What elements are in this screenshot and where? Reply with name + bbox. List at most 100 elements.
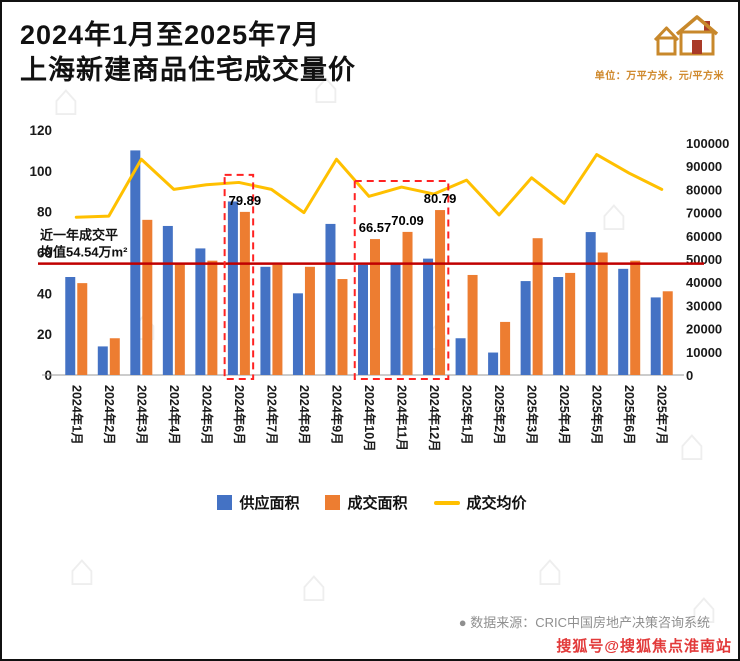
legend-swatch-avg_price bbox=[433, 500, 460, 505]
left-axis-tick: 80 bbox=[37, 205, 52, 220]
bar-value-label: 70.09 bbox=[391, 213, 424, 228]
unit-label: 单位：万平方米，元/平方米 bbox=[594, 71, 724, 82]
left-axis-tick: 40 bbox=[37, 286, 52, 301]
supply-bar bbox=[423, 258, 434, 375]
supply-bar bbox=[585, 232, 596, 375]
x-axis-label: 2025年5月 bbox=[590, 385, 605, 445]
deal-bar bbox=[239, 211, 250, 375]
right-axis-tick: 90000 bbox=[686, 159, 722, 174]
deal-bar bbox=[435, 210, 446, 375]
x-axis-label: 2025年6月 bbox=[622, 385, 637, 445]
supply-bar bbox=[488, 352, 499, 375]
deal-bar bbox=[207, 260, 218, 375]
average-annotation-line2: 均值54.54万m² bbox=[40, 245, 128, 260]
deal-bar bbox=[370, 239, 380, 375]
supply-bar bbox=[162, 225, 173, 375]
brand-logo-block: 单位：万平方米，元/平方米 bbox=[595, 12, 724, 82]
x-axis-label: 2024年8月 bbox=[297, 385, 312, 445]
right-axis-tick: 0 bbox=[686, 368, 693, 383]
legend-item-deal_area: 成交面积 bbox=[325, 492, 408, 513]
deal-bar bbox=[630, 260, 641, 375]
right-axis-tick: 70000 bbox=[686, 206, 722, 221]
right-axis-tick: 30000 bbox=[686, 298, 722, 313]
house-watermark-icon: ⌂ bbox=[690, 581, 718, 633]
highlight-box bbox=[353, 180, 450, 380]
highlight-box bbox=[223, 173, 255, 380]
deal-bar bbox=[77, 283, 88, 375]
x-axis-label: 2025年3月 bbox=[525, 385, 540, 445]
house-watermark-icon: ⌂ bbox=[300, 559, 328, 611]
bar-value-label: 79.89 bbox=[229, 193, 262, 208]
combo-chart: 0204060801001200100002000030000400005000… bbox=[29, 123, 729, 452]
x-axis-label: 2024年12月 bbox=[427, 385, 442, 452]
x-axis-label: 2025年1月 bbox=[460, 385, 475, 445]
average-annotation-line1: 近一年成交平 bbox=[40, 228, 118, 243]
deal-bar bbox=[174, 262, 185, 375]
deal-bar bbox=[467, 274, 478, 375]
legend-swatch-deal_area bbox=[325, 495, 341, 510]
deal-bar bbox=[565, 272, 576, 375]
chart-title-line1: 2024年1月至2025年7月 bbox=[20, 20, 321, 50]
legend-label-avg_price: 成交均价 bbox=[466, 495, 527, 512]
chart-legend: 供应面积 成交面积 成交均价 bbox=[2, 492, 738, 513]
bar-value-label: 66.57 bbox=[359, 220, 392, 235]
right-axis-tick: 40000 bbox=[686, 275, 722, 290]
x-axis-label: 2025年4月 bbox=[557, 385, 572, 445]
deal-bar bbox=[662, 291, 673, 375]
right-axis-tick: 100000 bbox=[686, 136, 729, 151]
x-axis-label: 2024年6月 bbox=[232, 385, 247, 445]
left-axis-tick: 100 bbox=[29, 164, 52, 179]
data-source: ● 数据来源：CRIC中国房地产决策咨询系统 bbox=[459, 612, 710, 631]
supply-bar bbox=[195, 248, 206, 375]
chart-title-line2: 上海新建商品住宅成交量价 bbox=[20, 55, 356, 86]
source-text: 数据来源：CRIC中国房地产决策咨询系统 bbox=[470, 615, 710, 630]
supply-bar bbox=[650, 297, 661, 375]
house-watermark-icon: ⌂ bbox=[678, 418, 706, 470]
x-axis-label: 2024年1月 bbox=[69, 385, 84, 445]
deal-bar bbox=[142, 219, 153, 375]
brand-house-logo bbox=[653, 15, 719, 56]
house-watermark-icon: ⌂ bbox=[600, 188, 628, 240]
deal-bar bbox=[500, 321, 511, 375]
deal-bar bbox=[402, 231, 413, 375]
supply-bar bbox=[65, 277, 76, 375]
legend-item-avg_price: 成交均价 bbox=[433, 492, 527, 513]
x-axis-label: 2024年10月 bbox=[362, 385, 377, 452]
supply-bar bbox=[455, 338, 466, 375]
supply-bar bbox=[227, 201, 238, 375]
supply-bar bbox=[260, 266, 271, 375]
left-axis-tick: 20 bbox=[37, 327, 52, 342]
x-axis-label: 2024年4月 bbox=[167, 385, 182, 445]
x-axis-label: 2024年9月 bbox=[329, 385, 344, 445]
supply-bar bbox=[520, 281, 531, 375]
house-watermark-icon: ⌂ bbox=[312, 61, 340, 113]
chart-title: 2024年1月至2025年7月 上海新建商品住宅成交量价 bbox=[20, 18, 356, 88]
legend-label-deal_area: 成交面积 bbox=[347, 495, 408, 512]
left-axis-tick: 120 bbox=[29, 123, 52, 138]
deal-bar bbox=[597, 252, 608, 375]
x-axis-label: 2024年7月 bbox=[264, 385, 279, 445]
legend-item-supply_area: 供应面积 bbox=[217, 492, 299, 513]
deal-bar bbox=[304, 266, 315, 375]
right-axis-tick: 20000 bbox=[686, 322, 722, 337]
left-axis-tick: 60 bbox=[37, 246, 52, 261]
x-axis-label: 2025年2月 bbox=[492, 385, 507, 445]
house-watermark-icon: ⌂ bbox=[68, 543, 96, 595]
x-axis-label: 2025年7月 bbox=[655, 385, 670, 445]
supply-bar bbox=[325, 223, 336, 375]
price-line bbox=[74, 153, 664, 219]
house-watermark-icon: ⌂ bbox=[52, 73, 80, 125]
x-axis-label: 2024年2月 bbox=[102, 385, 117, 445]
x-axis-label: 2024年11月 bbox=[395, 385, 410, 451]
deal-bar bbox=[532, 238, 543, 375]
supply-bar bbox=[553, 277, 564, 375]
bar-value-label: 80.79 bbox=[424, 191, 457, 206]
supply-bar bbox=[390, 262, 401, 375]
deal-bar bbox=[109, 338, 120, 375]
supply-bar bbox=[358, 264, 368, 375]
watermark-text: 搜狐号@搜狐焦点淮南站 bbox=[556, 638, 732, 655]
x-axis-label: 2024年3月 bbox=[134, 385, 149, 445]
legend-swatch-supply_area bbox=[217, 495, 233, 510]
right-axis-tick: 10000 bbox=[686, 345, 722, 360]
